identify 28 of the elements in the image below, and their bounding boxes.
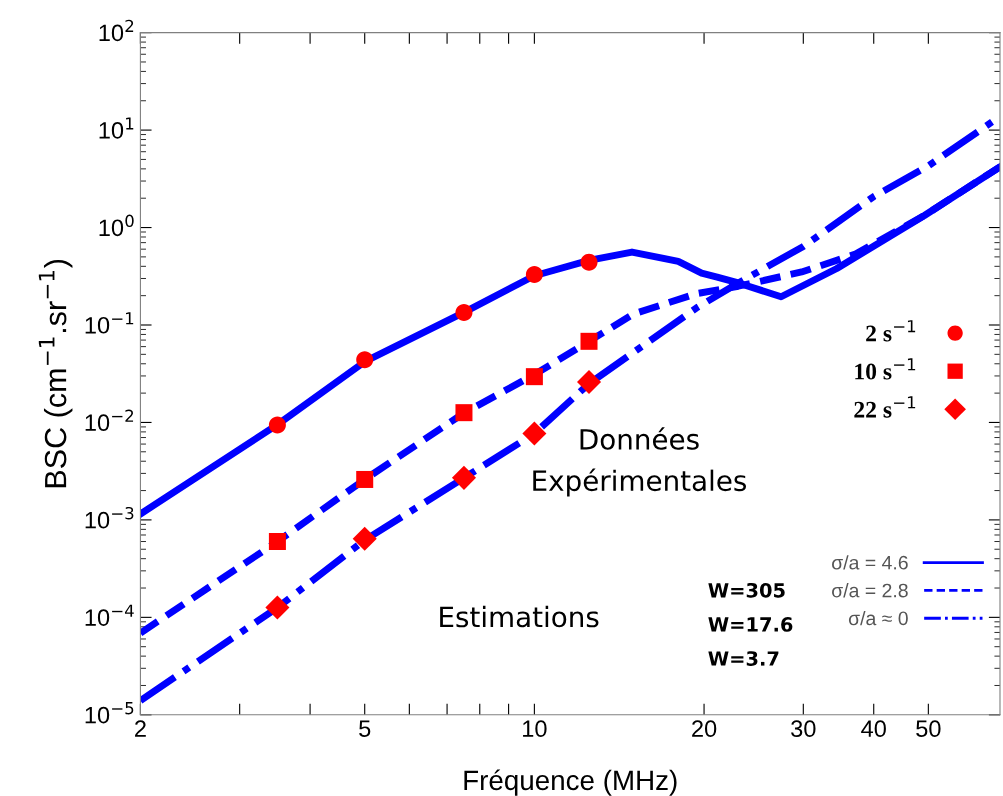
y-tick-label: 10$^{−1}$: [85, 312, 134, 334]
legend-label: σ/a = 2.8: [832, 583, 908, 598]
y-tick-label: 10$^{1}$: [99, 117, 134, 139]
x-tick-label: 5: [359, 720, 371, 738]
legend-label: 22 s$^{−1}$: [854, 396, 916, 418]
x-axis-title: Fréquence (MHz): [464, 769, 677, 796]
legend-label: σ/a ≈ 0: [848, 610, 908, 626]
annotation: W=17.6: [708, 617, 793, 632]
y-tick-label: 10$^{−4}$: [85, 604, 134, 626]
y-tick-label: 10$^{−2}$: [85, 409, 134, 432]
legend-label: 10 s$^{−1}$: [855, 358, 916, 380]
legend-label: 2 s$^{−1}$: [866, 320, 916, 342]
y-axis-title: BSC (cm$^{−1}$.sr$^{−1}$): [38, 259, 73, 488]
x-tick-label: 40: [861, 720, 886, 738]
x-tick-label: 20: [692, 720, 717, 738]
x-tick-label: 10: [523, 720, 547, 738]
annotation: W=3.7: [708, 651, 779, 666]
annotation: Estimations: [440, 605, 599, 628]
y-tick-label: 10$^{−5}$: [85, 702, 134, 724]
x-tick-label: 30: [791, 720, 816, 738]
legend-label: σ/a = 4.6: [832, 555, 908, 570]
y-tick-label: 10$^{0}$: [99, 214, 134, 237]
annotation: Données Expérimentales: [533, 427, 747, 497]
x-tick-label: 50: [916, 720, 941, 738]
x-tick-label: 2: [135, 720, 146, 737]
y-tick-label: 10$^{−3}$: [85, 506, 134, 529]
y-tick-label: 10$^{2}$: [99, 19, 134, 42]
annotation: W=305: [708, 582, 785, 598]
